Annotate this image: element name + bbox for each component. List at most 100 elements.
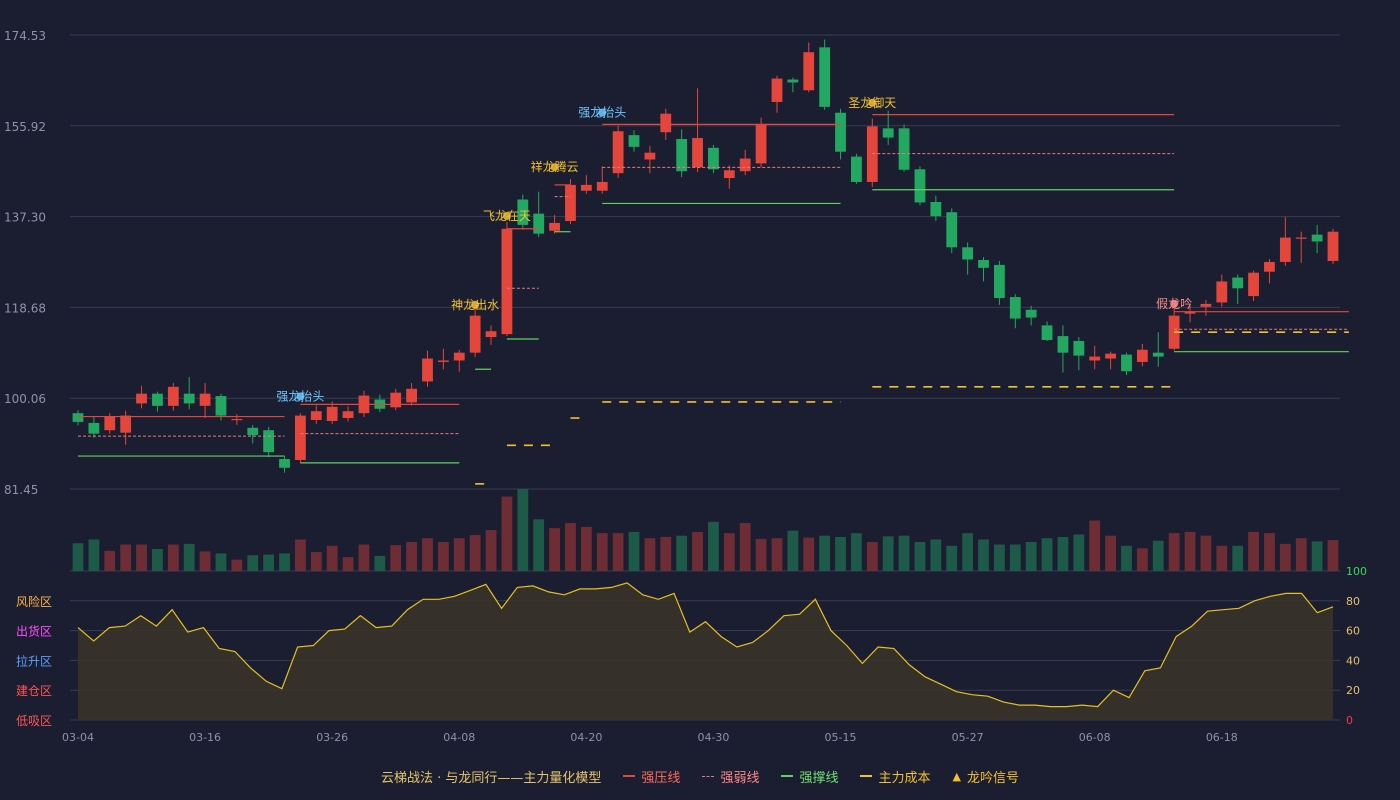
candle-body [263,430,275,453]
candle-body [1073,340,1085,356]
candle-body [1184,311,1196,314]
candle-body [295,415,306,460]
candle-body [930,201,942,217]
candle-body [247,427,259,436]
volume-bar [453,538,465,571]
volume-bar [469,535,481,571]
volume-bar [374,555,386,571]
zone-label: 风险区 [16,594,52,609]
volume-bar [549,528,560,571]
legend: 云梯战法 · 与龙同行——主力量化模型 强压线 强弱线 强撑线 主力成本 ▲ 龙… [0,766,1400,786]
volume-bar [1311,541,1323,571]
volume-bar [437,541,449,571]
risk-tick-label: 20 [1346,684,1360,697]
candle-body [167,386,179,406]
triangle-icon: ▲ [952,769,961,783]
volume-bar [644,538,656,571]
volume-bar [342,557,354,571]
date-tick-label: 06-08 [1079,731,1111,744]
volume-bar [1232,545,1244,571]
signal-marker [550,163,559,172]
candle-body [565,184,576,221]
volume-bar [835,536,846,571]
candle-body [485,331,497,338]
volume-bar [930,539,942,571]
volume-bar [295,539,306,571]
candle-body [422,358,433,382]
candles [72,39,1339,473]
price-tick-label: 118.68 [4,301,46,315]
volume-bar [1073,534,1085,571]
date-tick-label: 03-04 [62,731,94,744]
volume-bar [136,544,147,571]
candle-body [660,113,672,133]
volume-bar [279,553,290,571]
date-axis: 03-04 03-16 03-26 04-08 04-20 04-30 05-15 05-27… [62,731,1238,744]
solid-line-icon [781,775,794,777]
volume-bar [819,535,831,571]
volume-bar [978,539,989,571]
risk-tick-label: 100 [1346,565,1367,578]
volume-bar [263,554,275,571]
candle-body [215,396,227,416]
volume-bar [882,536,894,571]
solid-line-icon [623,775,636,777]
volume-bar [866,541,878,571]
signal-marker [598,108,607,117]
volume-bar [72,543,84,571]
volume-bar [1168,533,1180,571]
volume-bar [1121,545,1132,571]
date-tick-label: 05-15 [825,731,857,744]
candle-body [1136,349,1148,362]
candle-body [136,393,147,404]
legend-item-main-cost: 主力成本 [860,767,930,786]
volume-bar [390,545,402,571]
candle-body [453,352,465,361]
candle-body [580,184,592,191]
volume-bar [596,533,608,571]
volume-bar [485,530,497,571]
candle-body [231,419,243,421]
candle-body [628,135,640,147]
zone-label: 拉升区 [16,653,52,668]
volume-bar [1105,535,1116,571]
zone-label: 建仓区 [16,684,52,698]
candle-body [1121,354,1132,372]
candle-body [771,78,783,102]
zone-label: 低吸区 [16,714,52,728]
candle-body [1264,261,1275,272]
candle-body [342,411,354,419]
volume-bar [422,538,433,571]
signal-marker [868,98,877,107]
candle-body [723,170,735,179]
price-tick-label: 81.45 [4,483,38,497]
candle-body [1200,303,1212,307]
candle-body [676,139,688,172]
candle-body [199,393,211,406]
volume-bar [310,552,322,571]
risk-tick-label: 80 [1346,595,1360,608]
candle-body [787,79,799,83]
date-tick-label: 04-20 [570,731,602,744]
candle-body [1248,272,1259,297]
candle-body [104,416,116,431]
volume-bar [1041,538,1053,571]
legend-title: 云梯战法 · 与龙同行——主力量化模型 [381,770,602,786]
legend-item-strong-support: 强撑线 [781,767,838,786]
volume-bar [231,559,243,571]
volume-bar [771,538,783,571]
volume-bar [787,530,799,571]
volume-bar [1136,548,1148,571]
volume-bar [708,521,719,571]
candle-body [851,156,862,182]
legend-item-strong-weak: 强弱线 [702,767,759,786]
signal-label: 祥龙腾云 [531,159,579,174]
volume-bar [120,544,132,571]
volume-bar [1200,535,1212,571]
candle-body [1009,297,1021,319]
candle-body [835,112,846,152]
candle-body [1152,352,1164,357]
candle-body [1057,336,1069,353]
